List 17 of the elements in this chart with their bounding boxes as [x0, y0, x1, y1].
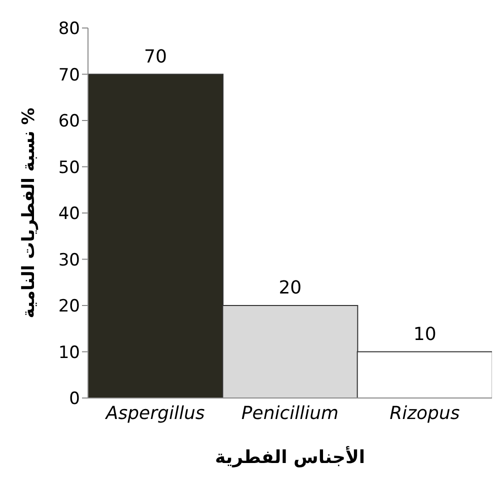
y-tick-label: 30	[58, 250, 80, 270]
x-tick-label: Aspergillus	[104, 402, 205, 424]
y-tick-label: 80	[58, 19, 80, 40]
y-tick-label: 20	[58, 296, 80, 317]
x-tick-label: Rizopus	[390, 402, 460, 424]
y-tick-label: 50	[58, 158, 80, 178]
data-label: 20	[278, 278, 302, 298]
data-label: 10	[413, 324, 436, 345]
y-tick-label: 40	[58, 204, 80, 224]
y-tick-label: 70	[58, 65, 80, 86]
y-axis-title: نسبة الفطريات النامية %	[19, 108, 40, 318]
data-label: 70	[144, 46, 167, 68]
x-axis-title: الأجناس الفطرية	[214, 446, 366, 468]
y-tick-label: 60	[58, 112, 80, 132]
y-tick-label: 10	[58, 342, 80, 363]
y-tick-label: 0	[69, 389, 80, 410]
x-tick-label: Penicillium	[241, 402, 339, 424]
